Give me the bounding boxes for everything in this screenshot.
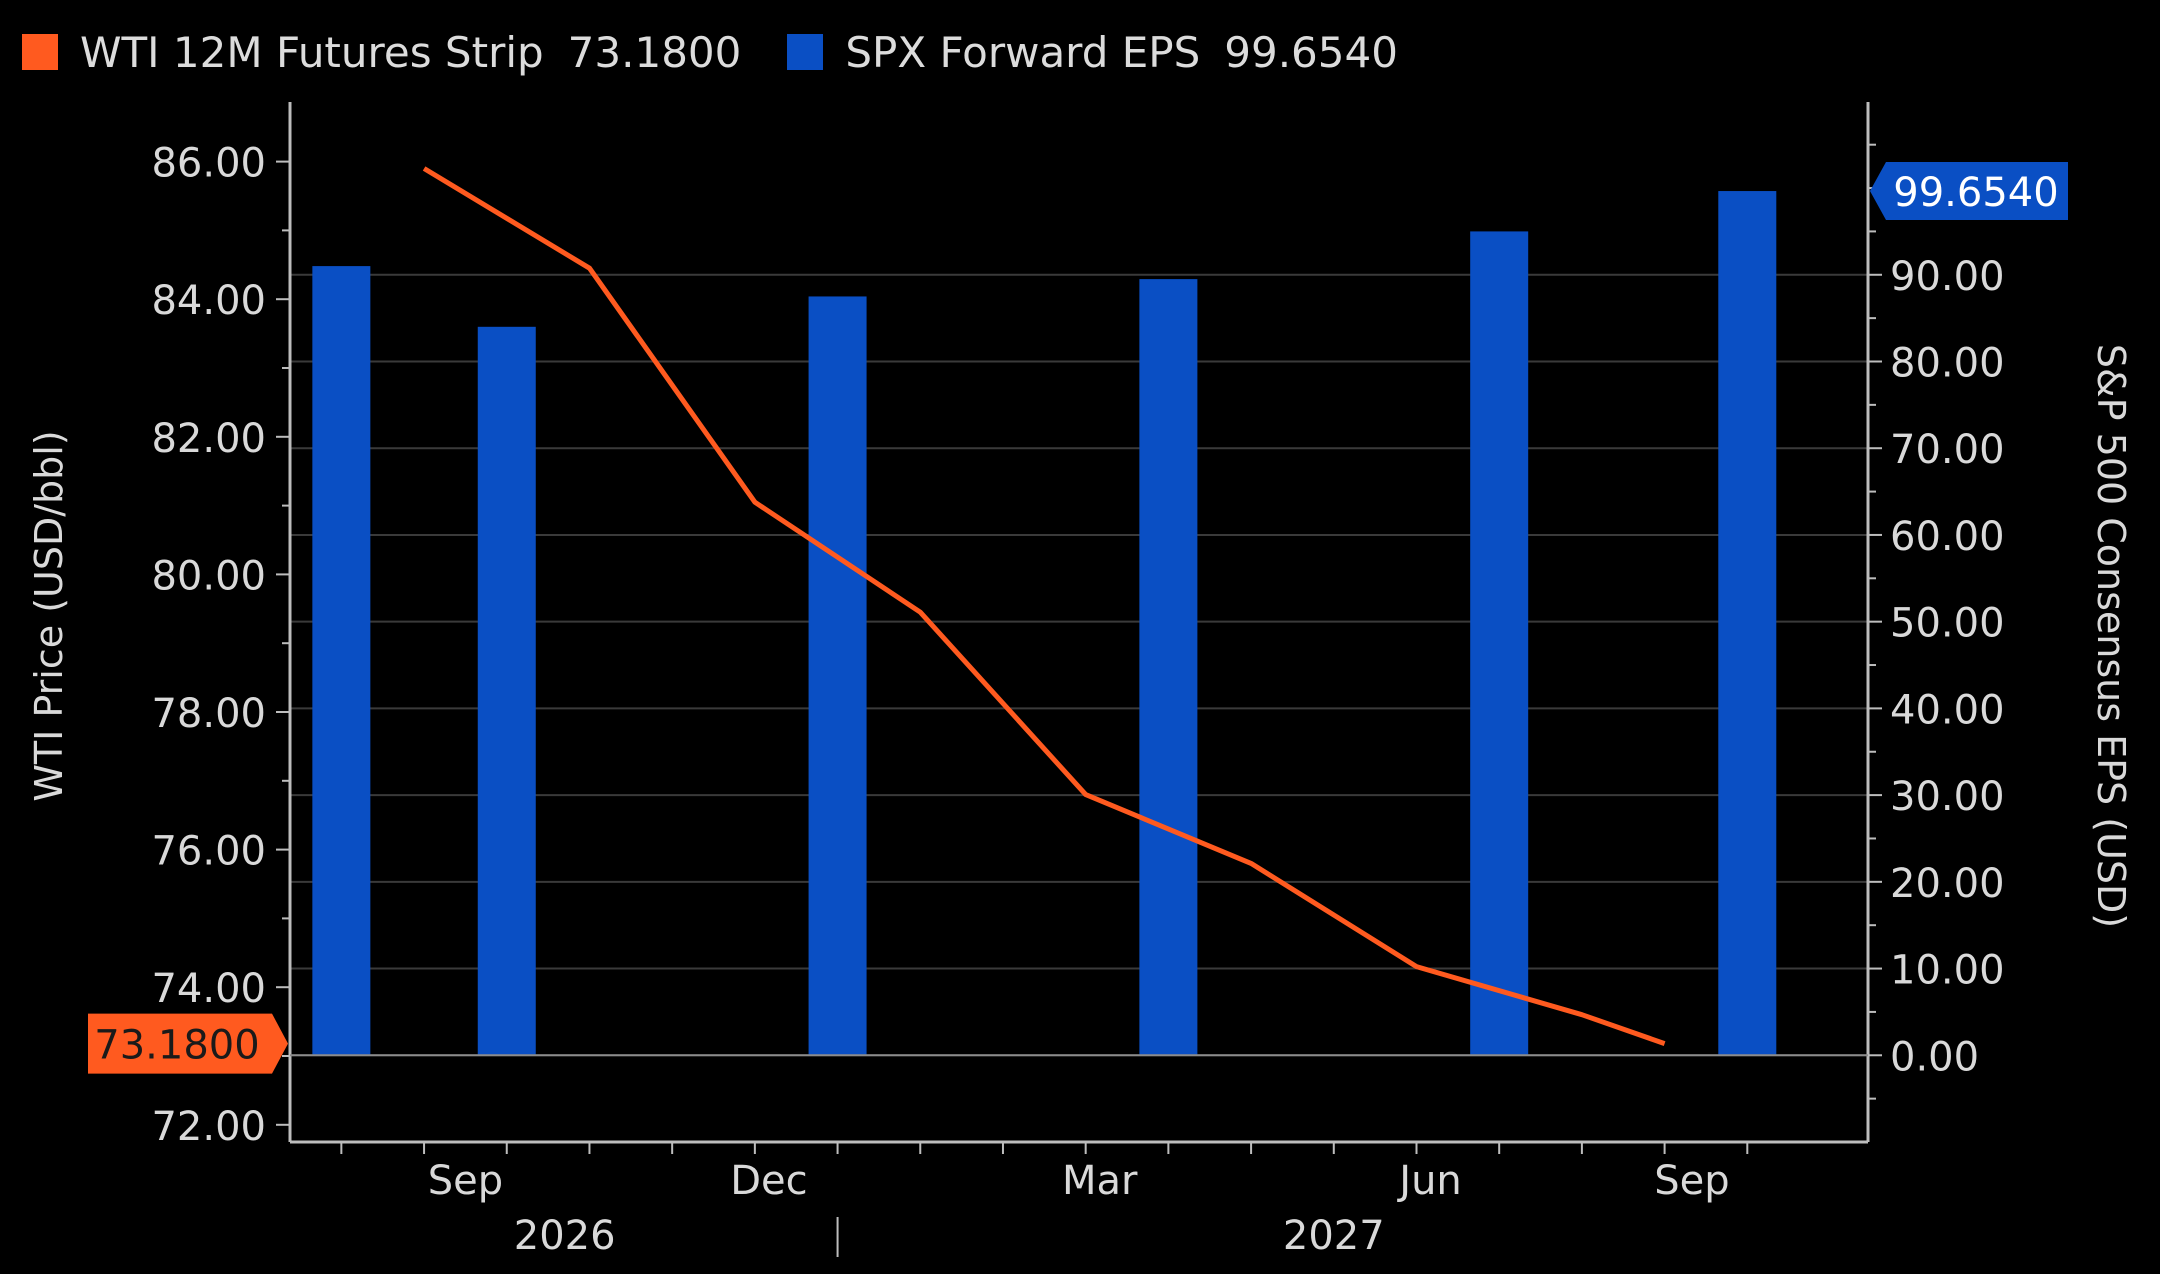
spx-last-value-label: 99.6540 (1893, 170, 2058, 216)
right-axis-title: S&P 500 Consensus EPS (USD) (2089, 344, 2133, 928)
right-axis-tick-label: 20.00 (1890, 861, 2005, 907)
right-axis-tick-label: 50.00 (1890, 601, 2005, 647)
wti-last-value-label: 73.1800 (94, 1023, 259, 1069)
legend: WTI 12M Futures Strip 73.1800 SPX Forwar… (22, 22, 1444, 82)
spx-eps-bar (808, 296, 867, 1056)
left-axis-tick-label: 82.00 (151, 416, 266, 462)
legend-label-spx: SPX Forward EPS (845, 27, 1201, 77)
left-axis-tick-label: 76.00 (151, 829, 266, 875)
spx-eps-bar (1718, 191, 1777, 1056)
x-axis-year-label: 2027 (1283, 1213, 1385, 1259)
x-axis-month-label: Mar (1062, 1158, 1138, 1204)
right-axis-tick-label: 90.00 (1890, 254, 2005, 300)
left-axis-tick-label: 80.00 (151, 553, 266, 599)
right-axis-tick-label: 70.00 (1890, 427, 2005, 473)
right-axis-tick-label: 30.00 (1890, 774, 2005, 820)
legend-value-wti: 73.1800 (567, 27, 742, 77)
legend-label-wti: WTI 12M Futures Strip (80, 27, 544, 77)
right-axis-tick-label: 40.00 (1890, 687, 2005, 733)
spx-eps-bar (1470, 231, 1529, 1056)
x-axis-month-label: Sep (1654, 1158, 1729, 1204)
left-axis-tick-label: 72.00 (151, 1104, 266, 1150)
x-axis-month-label: Sep (428, 1158, 503, 1204)
spx-eps-bar (1139, 279, 1198, 1056)
x-axis-month-label: Dec (730, 1158, 807, 1204)
left-axis-tick-label: 74.00 (151, 966, 266, 1012)
x-axis-month-label: Jun (1396, 1158, 1462, 1204)
legend-entry-wti[interactable]: WTI 12M Futures Strip 73.1800 (22, 28, 741, 77)
legend-swatch-wti (22, 34, 58, 70)
wti-last-value-tag (88, 1013, 288, 1074)
right-axis-tick-label: 0.00 (1890, 1034, 1979, 1080)
spx-eps-bar (312, 266, 371, 1056)
spx-last-value-tag (1870, 162, 2068, 221)
right-axis-tick-label: 10.00 (1890, 948, 2005, 994)
right-axis-tick-label: 80.00 (1890, 340, 2005, 386)
left-axis-tick-label: 84.00 (151, 278, 266, 324)
left-axis-title: WTI Price (USD/bbl) (27, 430, 71, 801)
spx-eps-bar (477, 326, 536, 1056)
left-axis-tick-label: 78.00 (151, 691, 266, 737)
left-axis-tick-label: 86.00 (151, 141, 266, 187)
legend-swatch-spx (787, 34, 824, 70)
legend-value-spx: 99.6540 (1224, 27, 1398, 77)
x-axis-year-label: 2026 (514, 1213, 616, 1259)
legend-entry-spx[interactable]: SPX Forward EPS 99.6540 (787, 28, 1398, 77)
right-axis-tick-label: 60.00 (1890, 514, 2005, 560)
